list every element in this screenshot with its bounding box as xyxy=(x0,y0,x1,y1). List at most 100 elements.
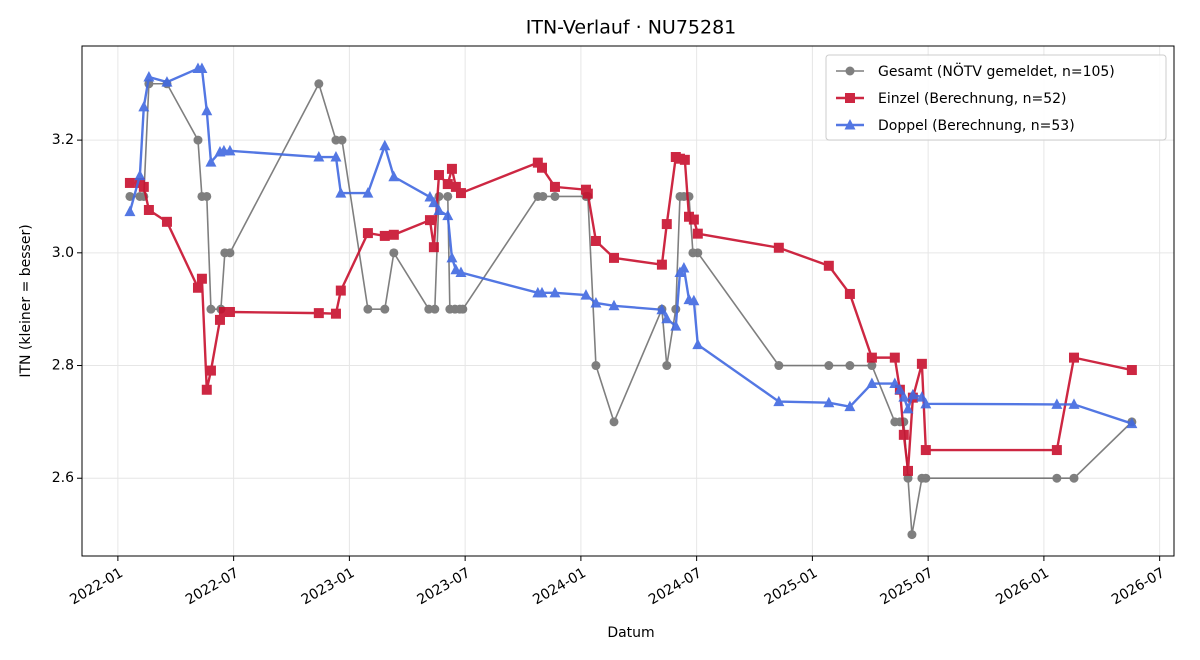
marker xyxy=(656,259,667,270)
marker xyxy=(894,383,906,395)
marker xyxy=(844,119,856,130)
marker xyxy=(161,76,173,87)
marker xyxy=(774,361,784,371)
x-tick-label: 2025-07 xyxy=(877,565,936,608)
legend-entry xyxy=(836,119,864,130)
marker xyxy=(388,229,399,240)
marker xyxy=(866,352,877,363)
marker xyxy=(662,361,672,371)
marker xyxy=(424,215,435,226)
marker xyxy=(898,391,910,402)
series xyxy=(124,62,1138,429)
marker xyxy=(538,191,548,201)
marker xyxy=(844,400,856,412)
marker xyxy=(692,338,704,350)
series-line xyxy=(129,81,1133,535)
y-tick-label: 3.0 xyxy=(52,245,74,261)
marker xyxy=(201,104,213,116)
marker xyxy=(903,465,914,476)
marker xyxy=(902,402,914,414)
marker xyxy=(330,151,342,162)
marker xyxy=(125,191,135,201)
marker xyxy=(1051,398,1063,409)
marker xyxy=(138,181,149,192)
marker xyxy=(388,170,400,182)
marker xyxy=(1052,473,1062,483)
marker xyxy=(389,248,399,258)
plot-frame xyxy=(81,45,1175,557)
marker xyxy=(363,304,373,314)
marker xyxy=(845,361,855,371)
legend-box xyxy=(825,54,1167,141)
marker xyxy=(590,235,601,246)
marker xyxy=(824,361,834,371)
marker xyxy=(550,191,560,201)
marker xyxy=(455,266,467,278)
marker xyxy=(661,219,672,230)
marker xyxy=(591,361,601,371)
marker xyxy=(205,365,216,376)
marker xyxy=(433,170,444,181)
marker xyxy=(124,177,135,188)
legend-label: Einzel (Berechnung, n=52) xyxy=(878,91,1067,107)
x-tick-label: 2023-01 xyxy=(299,565,358,608)
marker xyxy=(1068,398,1080,409)
y-tick-label: 3.2 xyxy=(52,132,74,148)
marker xyxy=(898,429,909,440)
marker xyxy=(362,228,373,239)
marker xyxy=(1068,352,1079,363)
marker xyxy=(143,204,154,215)
marker xyxy=(1126,417,1138,429)
marker xyxy=(218,306,229,317)
marker xyxy=(224,144,236,156)
marker xyxy=(450,181,461,192)
x-tick-label: 2022-07 xyxy=(183,565,242,608)
marker xyxy=(443,191,453,201)
legend-entry xyxy=(836,66,864,76)
marker xyxy=(590,296,602,308)
marker xyxy=(661,312,673,324)
marker xyxy=(582,188,593,199)
x-tick-label: 2024-07 xyxy=(646,565,705,608)
marker xyxy=(536,286,548,298)
marker xyxy=(214,314,225,325)
marker xyxy=(1051,445,1062,456)
marker xyxy=(201,384,212,395)
legend-entry xyxy=(836,93,864,103)
marker xyxy=(889,352,900,363)
marker xyxy=(580,289,592,300)
x-tick-label: 2026-07 xyxy=(1109,565,1168,608)
marker xyxy=(773,242,784,253)
x-tick-label: 2022-01 xyxy=(67,565,126,608)
marker xyxy=(670,320,682,331)
marker xyxy=(442,209,454,221)
marker xyxy=(609,417,619,427)
marker xyxy=(549,181,560,192)
marker xyxy=(1126,365,1137,376)
marker xyxy=(889,377,901,389)
marker xyxy=(434,191,444,201)
marker xyxy=(679,154,690,165)
marker xyxy=(138,100,150,112)
marker xyxy=(916,391,928,402)
x-tick-label: 2023-07 xyxy=(414,565,473,608)
marker xyxy=(1069,473,1079,483)
marker xyxy=(907,388,919,400)
marker xyxy=(143,70,155,82)
marker xyxy=(196,62,208,74)
marker xyxy=(692,228,703,239)
marker xyxy=(161,216,172,227)
marker xyxy=(845,93,855,103)
marker xyxy=(608,299,620,311)
x-tick-label: 2024-01 xyxy=(530,565,589,608)
marker xyxy=(313,308,324,319)
series xyxy=(124,152,1137,476)
marker xyxy=(428,242,439,253)
marker xyxy=(362,187,374,198)
marker xyxy=(688,294,700,306)
y-tick-label: 2.6 xyxy=(52,470,74,486)
marker xyxy=(678,262,690,273)
marker xyxy=(430,304,440,314)
marker xyxy=(916,358,927,369)
